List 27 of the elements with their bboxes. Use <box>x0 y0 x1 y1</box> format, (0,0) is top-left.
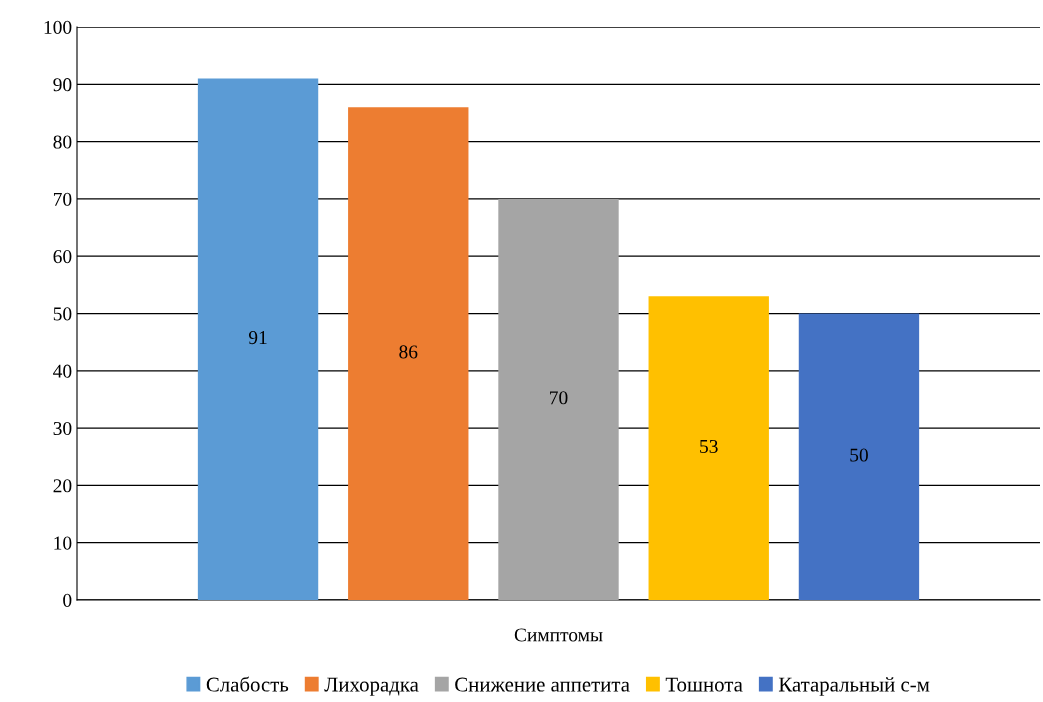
data-label: 53 <box>700 439 718 454</box>
legend-label: Лихорадка <box>324 677 419 696</box>
y-tick-label: 90 <box>53 78 72 92</box>
data-label: 50 <box>850 448 868 462</box>
y-tick-label: 80 <box>53 135 72 149</box>
bar <box>798 313 920 600</box>
y-tick-label: 30 <box>53 421 72 436</box>
bar <box>498 198 619 600</box>
legend-label: Тошнота <box>665 677 743 692</box>
y-tick-label: 20 <box>53 479 72 493</box>
y-tick-label: 100 <box>44 20 72 34</box>
y-tick-label: 60 <box>53 250 72 264</box>
legend-label: Катаральный с-м <box>778 677 930 696</box>
y-tick-label: 50 <box>53 307 72 321</box>
y-tick-label: 10 <box>54 536 72 550</box>
bar <box>648 296 769 600</box>
bar <box>197 78 319 600</box>
legend-label: Слабость <box>206 676 289 692</box>
bar <box>348 107 469 600</box>
y-tick-label: 40 <box>53 364 72 378</box>
data-label: 86 <box>399 345 418 359</box>
data-label: 91 <box>248 331 267 345</box>
y-tick-label: 0 <box>63 593 72 607</box>
x-tick-label: Симптомы <box>514 628 603 642</box>
y-tick-label: 70 <box>53 192 72 206</box>
legend-label: Снижение аппетита <box>455 677 630 692</box>
data-label: 70 <box>550 391 568 405</box>
